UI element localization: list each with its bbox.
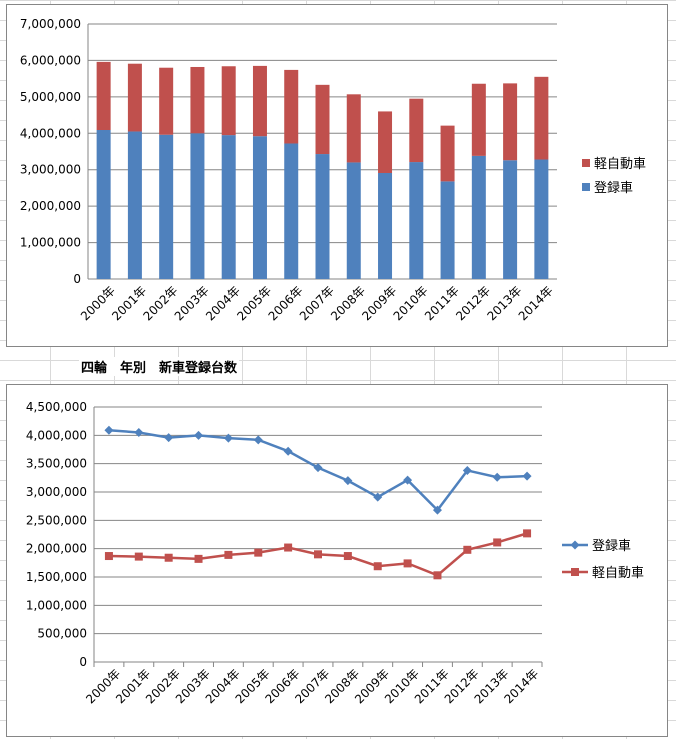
legend-label: 軽自動車 [594, 157, 646, 172]
bar-segment [284, 69, 299, 144]
bar-segment [409, 162, 424, 279]
bar-segment [221, 66, 236, 136]
bar-segment [471, 155, 486, 279]
y-tick-label: 500,000 [37, 627, 87, 641]
stacked-bar-chart: 0 1,000,000 2,000,000 3,000,000 4,000,000 5,0… [6, 4, 668, 347]
data-point-square [194, 554, 203, 563]
data-point-diamond [373, 492, 383, 502]
y-tick-label: 1,000,000 [20, 236, 81, 250]
data-point-diamond [104, 425, 114, 435]
y-tick-label: 7,000,000 [20, 17, 81, 31]
bar-segment [503, 83, 518, 161]
data-point-diamond [432, 505, 442, 515]
x-tick-label: 2014年 [516, 283, 556, 323]
bar-segment [221, 135, 236, 279]
bar-segment [315, 84, 330, 155]
data-point-square [343, 552, 352, 561]
y-tick-label: 4,500,000 [26, 400, 87, 414]
data-point-square [571, 568, 579, 576]
bar-segment [96, 130, 111, 279]
y-tick-label: 1,000,000 [26, 598, 87, 612]
legend-label: 登録車 [592, 539, 631, 554]
bar-segment [252, 65, 267, 137]
bar-segment [440, 181, 455, 279]
bar-segment [534, 76, 549, 160]
y-tick-label: 4,000,000 [26, 428, 87, 442]
data-point-square [134, 552, 143, 561]
bar-segment [159, 67, 174, 135]
data-point-diamond [343, 476, 353, 486]
data-point-square [224, 550, 233, 559]
data-point-diamond [253, 435, 263, 445]
legend-label: 登録車 [594, 181, 633, 196]
bar-segment [346, 94, 361, 163]
data-point-diamond [462, 465, 472, 475]
data-point-square [493, 538, 502, 547]
y-tick-label: 2,500,000 [26, 513, 87, 527]
bar-segment [190, 66, 205, 134]
bar-segment [409, 98, 424, 163]
bar-segment [440, 125, 455, 182]
data-point-square [433, 571, 442, 580]
legend-label: 軽自動車 [592, 566, 644, 581]
bar-segment [190, 133, 205, 279]
data-point-diamond [522, 471, 532, 481]
data-point-square [284, 543, 293, 552]
data-point-diamond [134, 428, 144, 437]
data-point-diamond [194, 430, 204, 440]
legend-swatch [582, 159, 590, 167]
y-tick-label: 0 [73, 272, 81, 286]
data-point-square [314, 550, 322, 559]
legend-swatch [582, 183, 590, 191]
data-point-diamond [223, 433, 233, 443]
data-point-diamond [283, 446, 293, 456]
data-point-square [164, 553, 173, 562]
data-point-diamond [164, 433, 174, 443]
bar-segment [127, 63, 142, 132]
y-tick-label: 2,000,000 [26, 542, 87, 556]
data-point-diamond [492, 472, 502, 482]
y-tick-label: 0 [79, 655, 87, 669]
bar-segment [96, 61, 111, 131]
line-chart-svg: 0 500,000 1,000,000 1,500,000 2,000,000 2,500… [26, 400, 644, 706]
data-point-diamond [313, 463, 323, 473]
bar-segment [378, 172, 393, 279]
y-tick-label: 3,000,000 [26, 485, 87, 499]
data-point-square [463, 545, 472, 554]
sheet-title-label: 四輪 年別 新車登録台数 [79, 357, 240, 376]
y-tick-label: 1,500,000 [26, 570, 87, 584]
bar-segment [284, 143, 299, 279]
y-tick-label: 2,000,000 [20, 199, 81, 213]
bar-segment [252, 136, 267, 279]
bar-segment [159, 134, 174, 279]
data-point-diamond [403, 475, 413, 485]
data-point-square [373, 562, 382, 571]
bar-segment [503, 160, 518, 279]
bar-segment [378, 111, 393, 173]
bar-segment [346, 162, 361, 279]
y-tick-label: 4,000,000 [20, 126, 81, 140]
bar-segment [127, 131, 142, 279]
bar-segment [534, 159, 549, 279]
bar-segment [471, 83, 486, 156]
y-tick-label: 5,000,000 [20, 90, 81, 104]
y-tick-label: 3,500,000 [26, 457, 87, 471]
data-point-square [254, 548, 263, 557]
bar-segment [315, 154, 330, 279]
line-chart: 0 500,000 1,000,000 1,500,000 2,000,000 2,500… [6, 384, 668, 737]
stacked-bar-chart-svg: 0 1,000,000 2,000,000 3,000,000 4,000,000 5,0… [20, 17, 646, 323]
data-point-square [403, 559, 412, 568]
y-tick-label: 3,000,000 [20, 163, 81, 177]
data-point-square [523, 529, 532, 538]
data-point-diamond [570, 540, 580, 550]
y-tick-label: 6,000,000 [20, 53, 81, 67]
data-point-square [104, 552, 113, 561]
